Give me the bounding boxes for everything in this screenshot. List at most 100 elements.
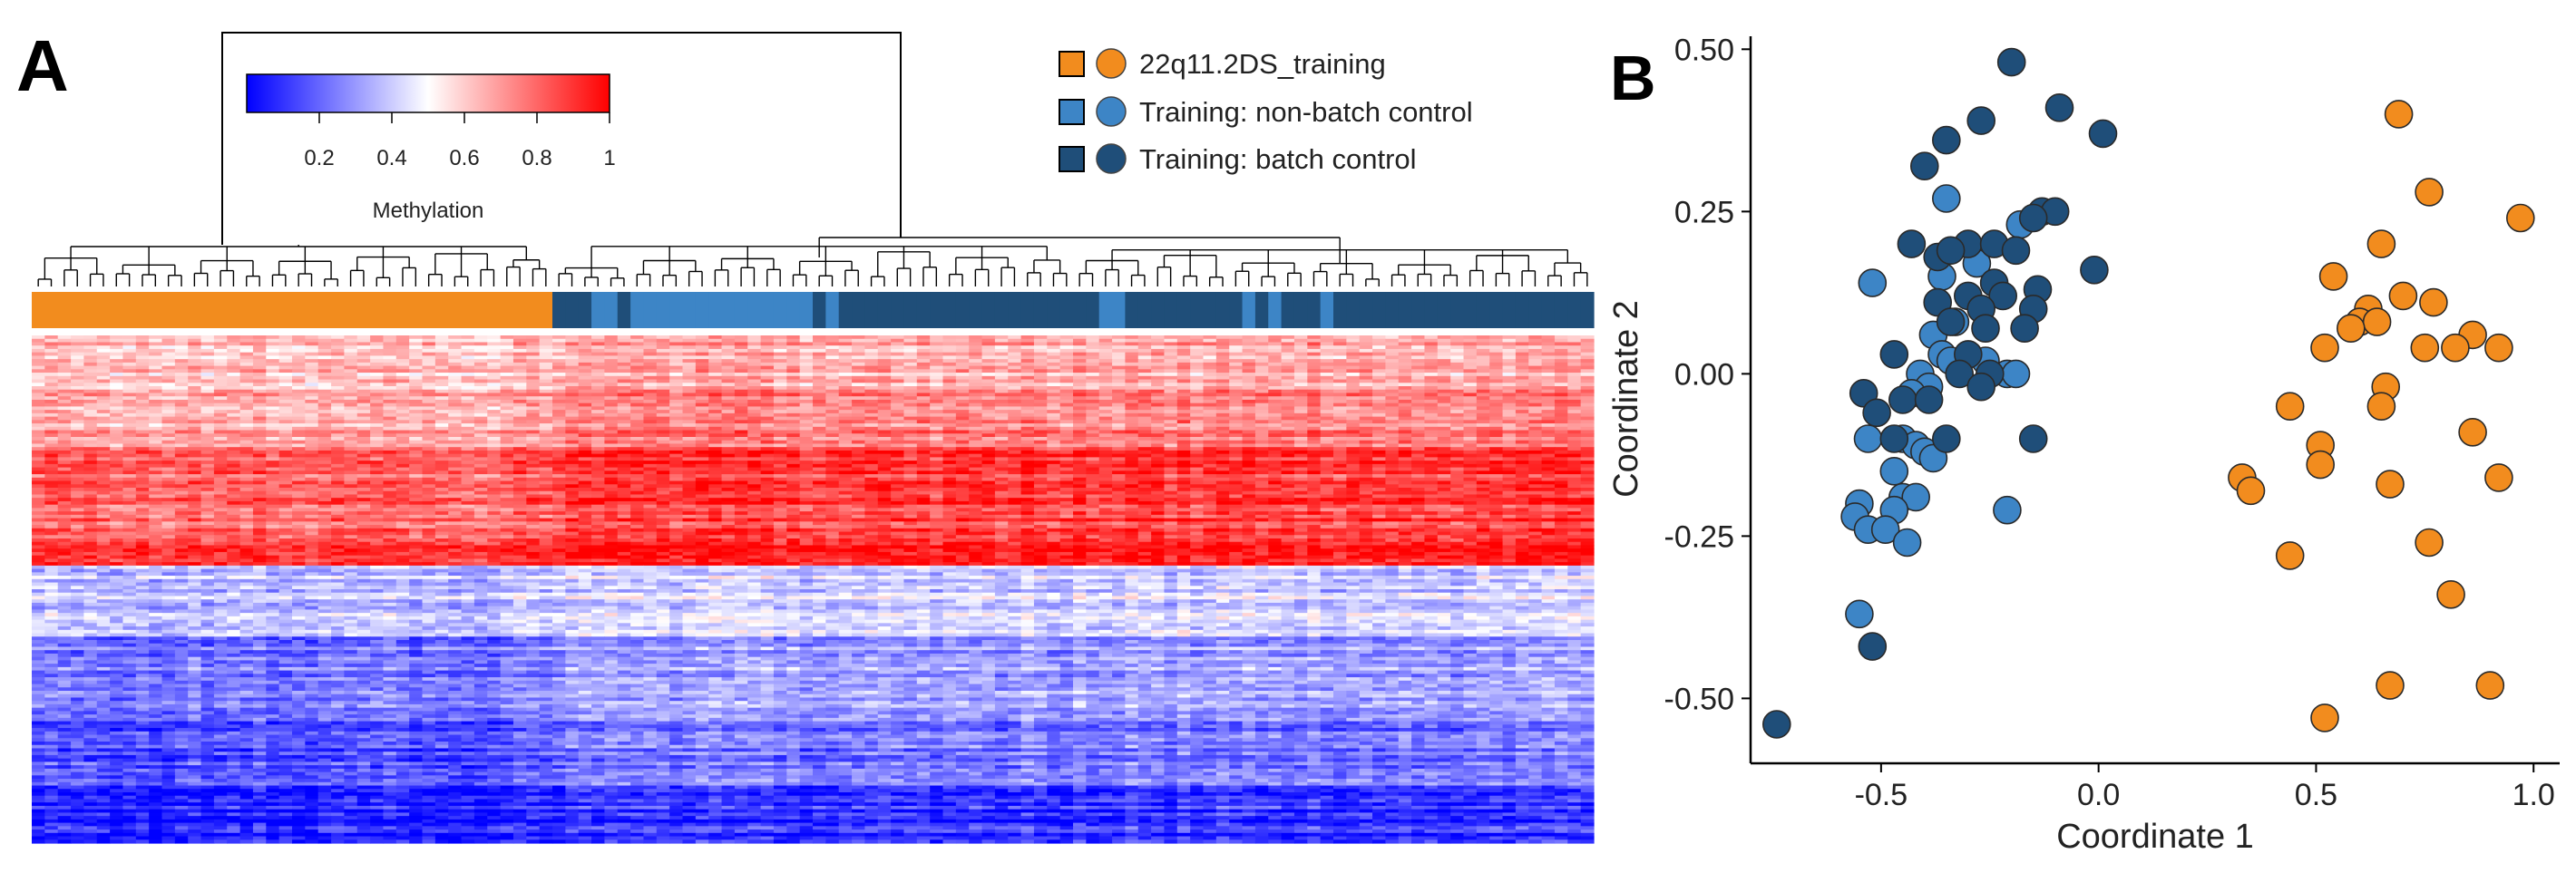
heatmap-cell [1086, 410, 1100, 414]
heatmap-cell [1242, 461, 1256, 465]
heatmap-cell [1359, 450, 1373, 455]
heatmap-cell [305, 393, 319, 397]
heatmap-cell [1203, 457, 1217, 461]
annotation-cell [903, 292, 918, 328]
heatmap-cell [1281, 355, 1295, 360]
heatmap-cell [434, 440, 449, 445]
heatmap-cell [994, 373, 1009, 377]
heatmap-cell [1554, 369, 1568, 373]
heatmap-cell [1463, 365, 1478, 370]
heatmap-cell [760, 362, 775, 367]
heatmap-cell [110, 379, 124, 383]
heatmap-cell [1398, 352, 1412, 356]
heatmap-cell [422, 335, 436, 340]
heatmap-cell [213, 437, 228, 441]
heatmap-cell [122, 447, 137, 451]
heatmap-cell [747, 348, 762, 354]
heatmap-cell [916, 399, 931, 404]
heatmap-cell [1450, 447, 1465, 451]
heatmap-cell [773, 416, 787, 421]
heatmap-cell [1215, 396, 1230, 401]
heatmap-cell [604, 393, 619, 397]
heatmap-cell [1020, 440, 1035, 445]
heatmap-cell [1580, 389, 1595, 394]
heatmap-cell [969, 362, 983, 367]
heatmap-cell [422, 373, 436, 377]
heatmap-cell [1164, 437, 1178, 441]
heatmap-cell [838, 412, 853, 418]
heatmap-cell [1528, 406, 1543, 411]
heatmap-cell [695, 362, 709, 367]
heatmap-cell [1515, 379, 1529, 383]
annotation-cell [422, 292, 436, 328]
heatmap-cell [721, 359, 736, 364]
heatmap-cell [461, 453, 475, 458]
heatmap-cell [370, 450, 385, 455]
heatmap-cell [266, 440, 280, 445]
annotation-cell [539, 292, 553, 328]
heatmap-cell [1463, 359, 1478, 364]
heatmap-cell [552, 406, 566, 411]
heatmap-cell [1502, 389, 1517, 394]
heatmap-cell [356, 447, 371, 451]
heatmap-cell [1203, 420, 1217, 424]
heatmap-cell [1411, 362, 1426, 367]
annotation-cell [500, 292, 514, 328]
heatmap-cell [813, 433, 826, 438]
heatmap-cell [1424, 345, 1439, 350]
heatmap-cell [1190, 461, 1205, 465]
heatmap-cell [487, 383, 502, 387]
heatmap-cell [1098, 373, 1113, 377]
heatmap-cell [1450, 379, 1465, 383]
heatmap-cell [1489, 410, 1504, 414]
heatmap-cell [643, 412, 658, 418]
heatmap-cell [565, 383, 580, 387]
heatmap-cell [1151, 416, 1166, 421]
heatmap-cell [409, 362, 424, 367]
heatmap-cell [1515, 461, 1529, 465]
heatmap-cell [1424, 406, 1439, 411]
heatmap-cell [1411, 369, 1426, 373]
heatmap-cell [1307, 386, 1322, 391]
heatmap-cell [1215, 389, 1230, 394]
heatmap-cell [799, 430, 814, 434]
heatmap-cell [305, 386, 319, 391]
heatmap-cell [813, 335, 826, 340]
heatmap-cell [643, 443, 658, 448]
heatmap-cell [747, 386, 762, 391]
heatmap-cell [1580, 359, 1595, 364]
heatmap-cell [1125, 410, 1139, 414]
heatmap-cell [1098, 416, 1113, 421]
heatmap-cell [734, 453, 748, 458]
heatmap-cell [813, 426, 826, 432]
heatmap-cell [656, 345, 670, 350]
heatmap-cell [57, 426, 72, 432]
heatmap-cell [930, 355, 944, 360]
heatmap-cell [1359, 423, 1373, 428]
heatmap-cell [1333, 406, 1347, 411]
heatmap-cell [266, 369, 280, 373]
heatmap-cell [1346, 355, 1361, 360]
heatmap-cell [305, 416, 319, 421]
heatmap-cell [1398, 412, 1412, 418]
heatmap-cell [1476, 430, 1490, 434]
heatmap-cell [252, 373, 267, 377]
heatmap-cell [1293, 348, 1308, 354]
heatmap-cell [1411, 403, 1426, 407]
heatmap-cell [877, 416, 892, 421]
heatmap-cell [539, 389, 553, 394]
heatmap-cell [239, 437, 254, 441]
heatmap-cell [252, 342, 267, 346]
heatmap-cell [1346, 440, 1361, 445]
heatmap-cell [305, 359, 319, 364]
heatmap-cell [434, 420, 449, 424]
heatmap-cell [1098, 359, 1113, 364]
heatmap-cell [721, 352, 736, 356]
heatmap-cell [1411, 412, 1426, 418]
heatmap-cell [1164, 345, 1178, 350]
heatmap-cell [200, 440, 215, 445]
heatmap-cell [708, 375, 723, 381]
heatmap-cell [825, 430, 840, 434]
heatmap-cell [1502, 348, 1517, 354]
heatmap-cell [864, 426, 879, 432]
